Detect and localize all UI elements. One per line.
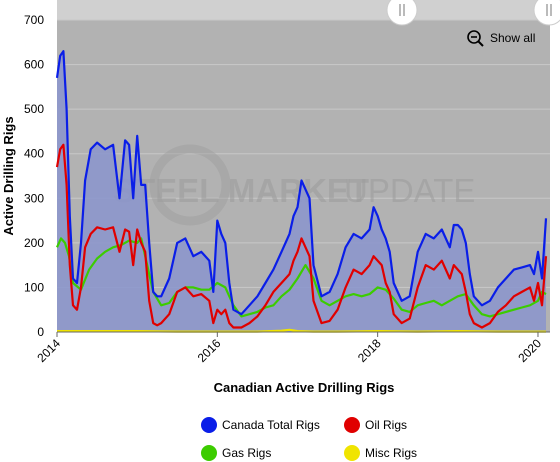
legend-item-gas-rigs[interactable]: Gas Rigs: [201, 445, 271, 461]
legend-marker-canada-total-rigs: [201, 417, 217, 433]
x-axis-ticks: 2014 2016 2018 2020: [34, 332, 544, 365]
legend-marker-misc-rigs: [344, 445, 360, 461]
y-tick-label-400: 400: [24, 147, 44, 161]
show-all-label[interactable]: Show all: [490, 31, 535, 45]
y-tick-label-100: 100: [24, 280, 44, 294]
y-axis-title: Active Drilling Rigs: [1, 116, 16, 235]
x-axis-title: Canadian Active Drilling Rigs: [214, 380, 395, 395]
navigator-handle-left[interactable]: [386, 0, 418, 26]
watermark: STEEL MARKET UPDATE: [113, 144, 475, 226]
navigator-strip: [57, 0, 550, 20]
y-axis-ticks: 0 100 200 300 400 500 600 700: [24, 13, 44, 339]
legend-item-oil-rigs[interactable]: Oil Rigs: [344, 417, 407, 433]
navigator-handle-right[interactable]: [533, 0, 560, 26]
series-line-oil-rigs[interactable]: [55, 143, 548, 329]
zoom-out-icon[interactable]: [467, 30, 484, 47]
y-tick-label-600: 600: [24, 58, 44, 72]
legend-label-gas-rigs: Gas Rigs: [222, 446, 271, 460]
series-line-canada-total-rigs[interactable]: [55, 50, 548, 316]
x-tick-label-2016: 2016: [195, 336, 224, 365]
x-tick-label-2020: 2020: [515, 336, 544, 365]
legend-label-misc-rigs: Misc Rigs: [365, 446, 417, 460]
series-line-misc-rigs[interactable]: [57, 328, 546, 333]
legend-item-canada-total-rigs[interactable]: Canada Total Rigs: [201, 417, 320, 433]
legend-marker-gas-rigs: [201, 445, 217, 461]
legend-marker-oil-rigs: [344, 417, 360, 433]
legend: Canada Total Rigs Oil Rigs Gas Rigs Misc Ri…: [201, 417, 417, 461]
series-lines: [55, 50, 548, 333]
legend-label-canada-total-rigs: Canada Total Rigs: [222, 418, 320, 432]
legend-label-oil-rigs: Oil Rigs: [365, 418, 407, 432]
y-tick-label-0: 0: [37, 325, 44, 339]
watermark-light-text: UPDATE: [344, 172, 475, 209]
legend-item-misc-rigs[interactable]: Misc Rigs: [344, 445, 417, 461]
y-tick-label-500: 500: [24, 102, 44, 116]
y-tick-label-700: 700: [24, 13, 44, 27]
total-rigs-area-fill: [57, 51, 546, 332]
x-tick-label-2018: 2018: [355, 336, 384, 365]
show-all-button[interactable]: Show all: [467, 30, 535, 47]
y-tick-label-200: 200: [24, 236, 44, 250]
watermark-bold-text: STEEL MARKET: [113, 172, 369, 209]
x-tick-label-2014: 2014: [34, 336, 63, 365]
y-tick-label-300: 300: [24, 191, 44, 205]
watermark-ring: [149, 144, 231, 226]
total-rigs-area: [57, 51, 546, 332]
